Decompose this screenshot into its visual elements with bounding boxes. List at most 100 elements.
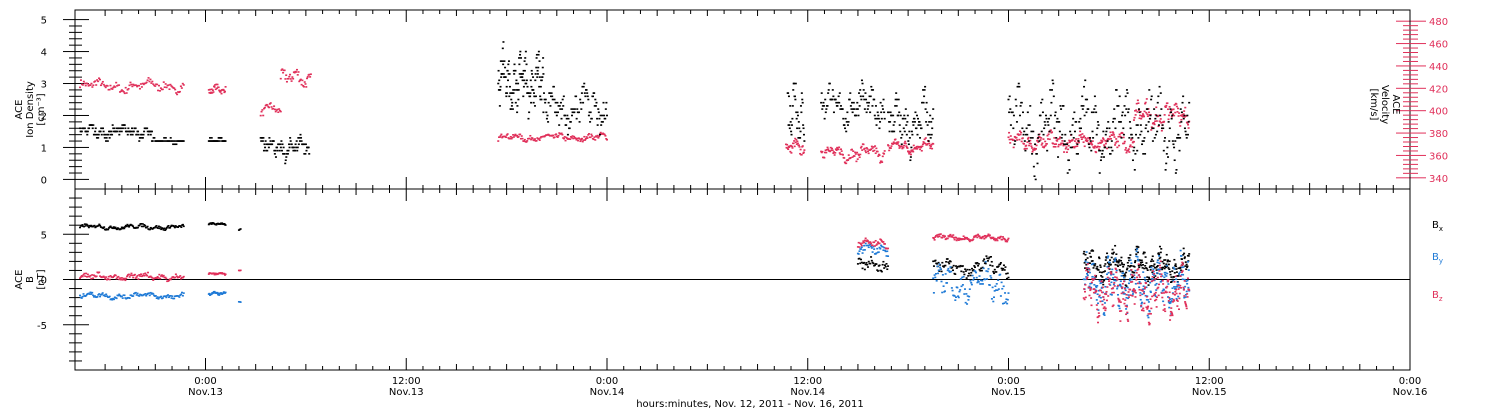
velocity-point <box>1012 146 1015 149</box>
density-point <box>554 101 557 104</box>
b-point-bx <box>999 262 1002 264</box>
b-point-bx <box>971 269 974 272</box>
velocity-point <box>1055 143 1058 145</box>
velocity-point <box>1146 113 1149 116</box>
b-point-bx <box>84 225 87 227</box>
b-point-bz <box>1153 272 1156 275</box>
b-point-bx <box>1122 265 1125 268</box>
b-point-bx <box>207 223 210 226</box>
density-point <box>572 108 575 110</box>
density-point <box>1063 143 1066 146</box>
b-point-by <box>1105 277 1108 280</box>
x-tick-time-label: 12:00 <box>793 376 822 387</box>
velocity-tick-label: 360 <box>1429 151 1448 162</box>
b-point-bz <box>1123 280 1126 283</box>
velocity-point <box>1115 140 1118 143</box>
b-point-by <box>211 292 214 295</box>
velocity-point <box>1118 133 1121 136</box>
density-point <box>220 137 223 139</box>
velocity-point <box>1068 139 1071 142</box>
b-point-bz <box>1112 287 1115 289</box>
b-point-bx <box>120 228 123 230</box>
b-point-bz <box>941 236 944 239</box>
density-point <box>91 127 94 130</box>
b-point-bz <box>1158 283 1161 286</box>
velocity-point <box>1067 144 1070 147</box>
b-point-bz <box>1131 281 1134 283</box>
velocity-point <box>276 108 279 111</box>
b-point-bx <box>1145 262 1148 264</box>
b-point-bz <box>1093 277 1096 280</box>
b-point-by <box>1003 302 1006 305</box>
b-point-bz <box>978 235 981 238</box>
b-point-bz <box>1082 297 1085 299</box>
velocity-point <box>1111 131 1114 133</box>
density-point <box>121 124 124 126</box>
density-point <box>298 137 301 139</box>
b-point-bx <box>1103 279 1106 282</box>
b-point-by <box>1122 293 1125 295</box>
b-point-by <box>884 250 887 253</box>
density-point <box>839 105 842 107</box>
b-point-bx <box>995 271 998 273</box>
velocity-point <box>511 136 514 139</box>
b-point-bx <box>1089 256 1092 258</box>
density-point <box>1139 124 1142 126</box>
density-point <box>558 105 561 107</box>
density-point <box>108 130 111 133</box>
velocity-point <box>852 150 855 152</box>
density-point <box>569 121 572 123</box>
velocity-point <box>157 89 160 92</box>
velocity-point <box>1056 138 1059 140</box>
density-point <box>870 85 873 88</box>
density-point <box>94 127 97 130</box>
velocity-point <box>1144 101 1147 104</box>
density-point <box>518 57 521 59</box>
density-point <box>898 111 901 114</box>
b-point-bx <box>1120 259 1123 262</box>
b-point-bz <box>1151 295 1154 298</box>
b-point-by <box>1098 296 1101 298</box>
b-point-bx <box>173 226 176 229</box>
velocity-point <box>1025 144 1028 147</box>
b-point-bx <box>87 226 90 229</box>
b-point-bz <box>966 237 969 239</box>
velocity-point <box>79 79 82 81</box>
velocity-point <box>799 152 802 155</box>
b-point-bx <box>1128 265 1131 268</box>
density-point <box>1164 137 1167 139</box>
velocity-point <box>870 145 873 148</box>
velocity-point <box>897 141 900 143</box>
b-point-bz <box>1112 291 1115 294</box>
density-point <box>1075 121 1078 123</box>
density-point <box>1071 124 1074 126</box>
density-point <box>537 66 540 69</box>
velocity-point <box>789 144 792 147</box>
velocity-point <box>1114 144 1117 146</box>
density-point <box>872 89 875 91</box>
b-point-bz <box>1154 291 1157 294</box>
b-point-by <box>1116 287 1119 290</box>
density-point <box>536 73 539 75</box>
velocity-point <box>570 136 573 138</box>
density-point <box>514 101 517 104</box>
b-point-by <box>885 255 888 257</box>
density-point <box>94 130 97 133</box>
b-point-by <box>1156 272 1159 274</box>
b-point-by <box>1158 262 1161 264</box>
b-point-bz <box>1145 282 1148 285</box>
b-point-bx <box>870 259 873 262</box>
density-point <box>922 101 925 104</box>
velocity-point <box>926 143 929 145</box>
b-point-bx <box>1159 256 1162 259</box>
b-point-by <box>91 291 94 294</box>
density-point <box>80 130 83 133</box>
b-point-bz <box>877 241 880 243</box>
density-point <box>1035 153 1038 155</box>
density-point <box>859 95 862 98</box>
b-point-bx <box>962 271 965 273</box>
b-point-by <box>1156 259 1159 262</box>
velocity-point <box>872 146 875 148</box>
density-point <box>1124 114 1127 117</box>
density-point <box>501 60 504 62</box>
